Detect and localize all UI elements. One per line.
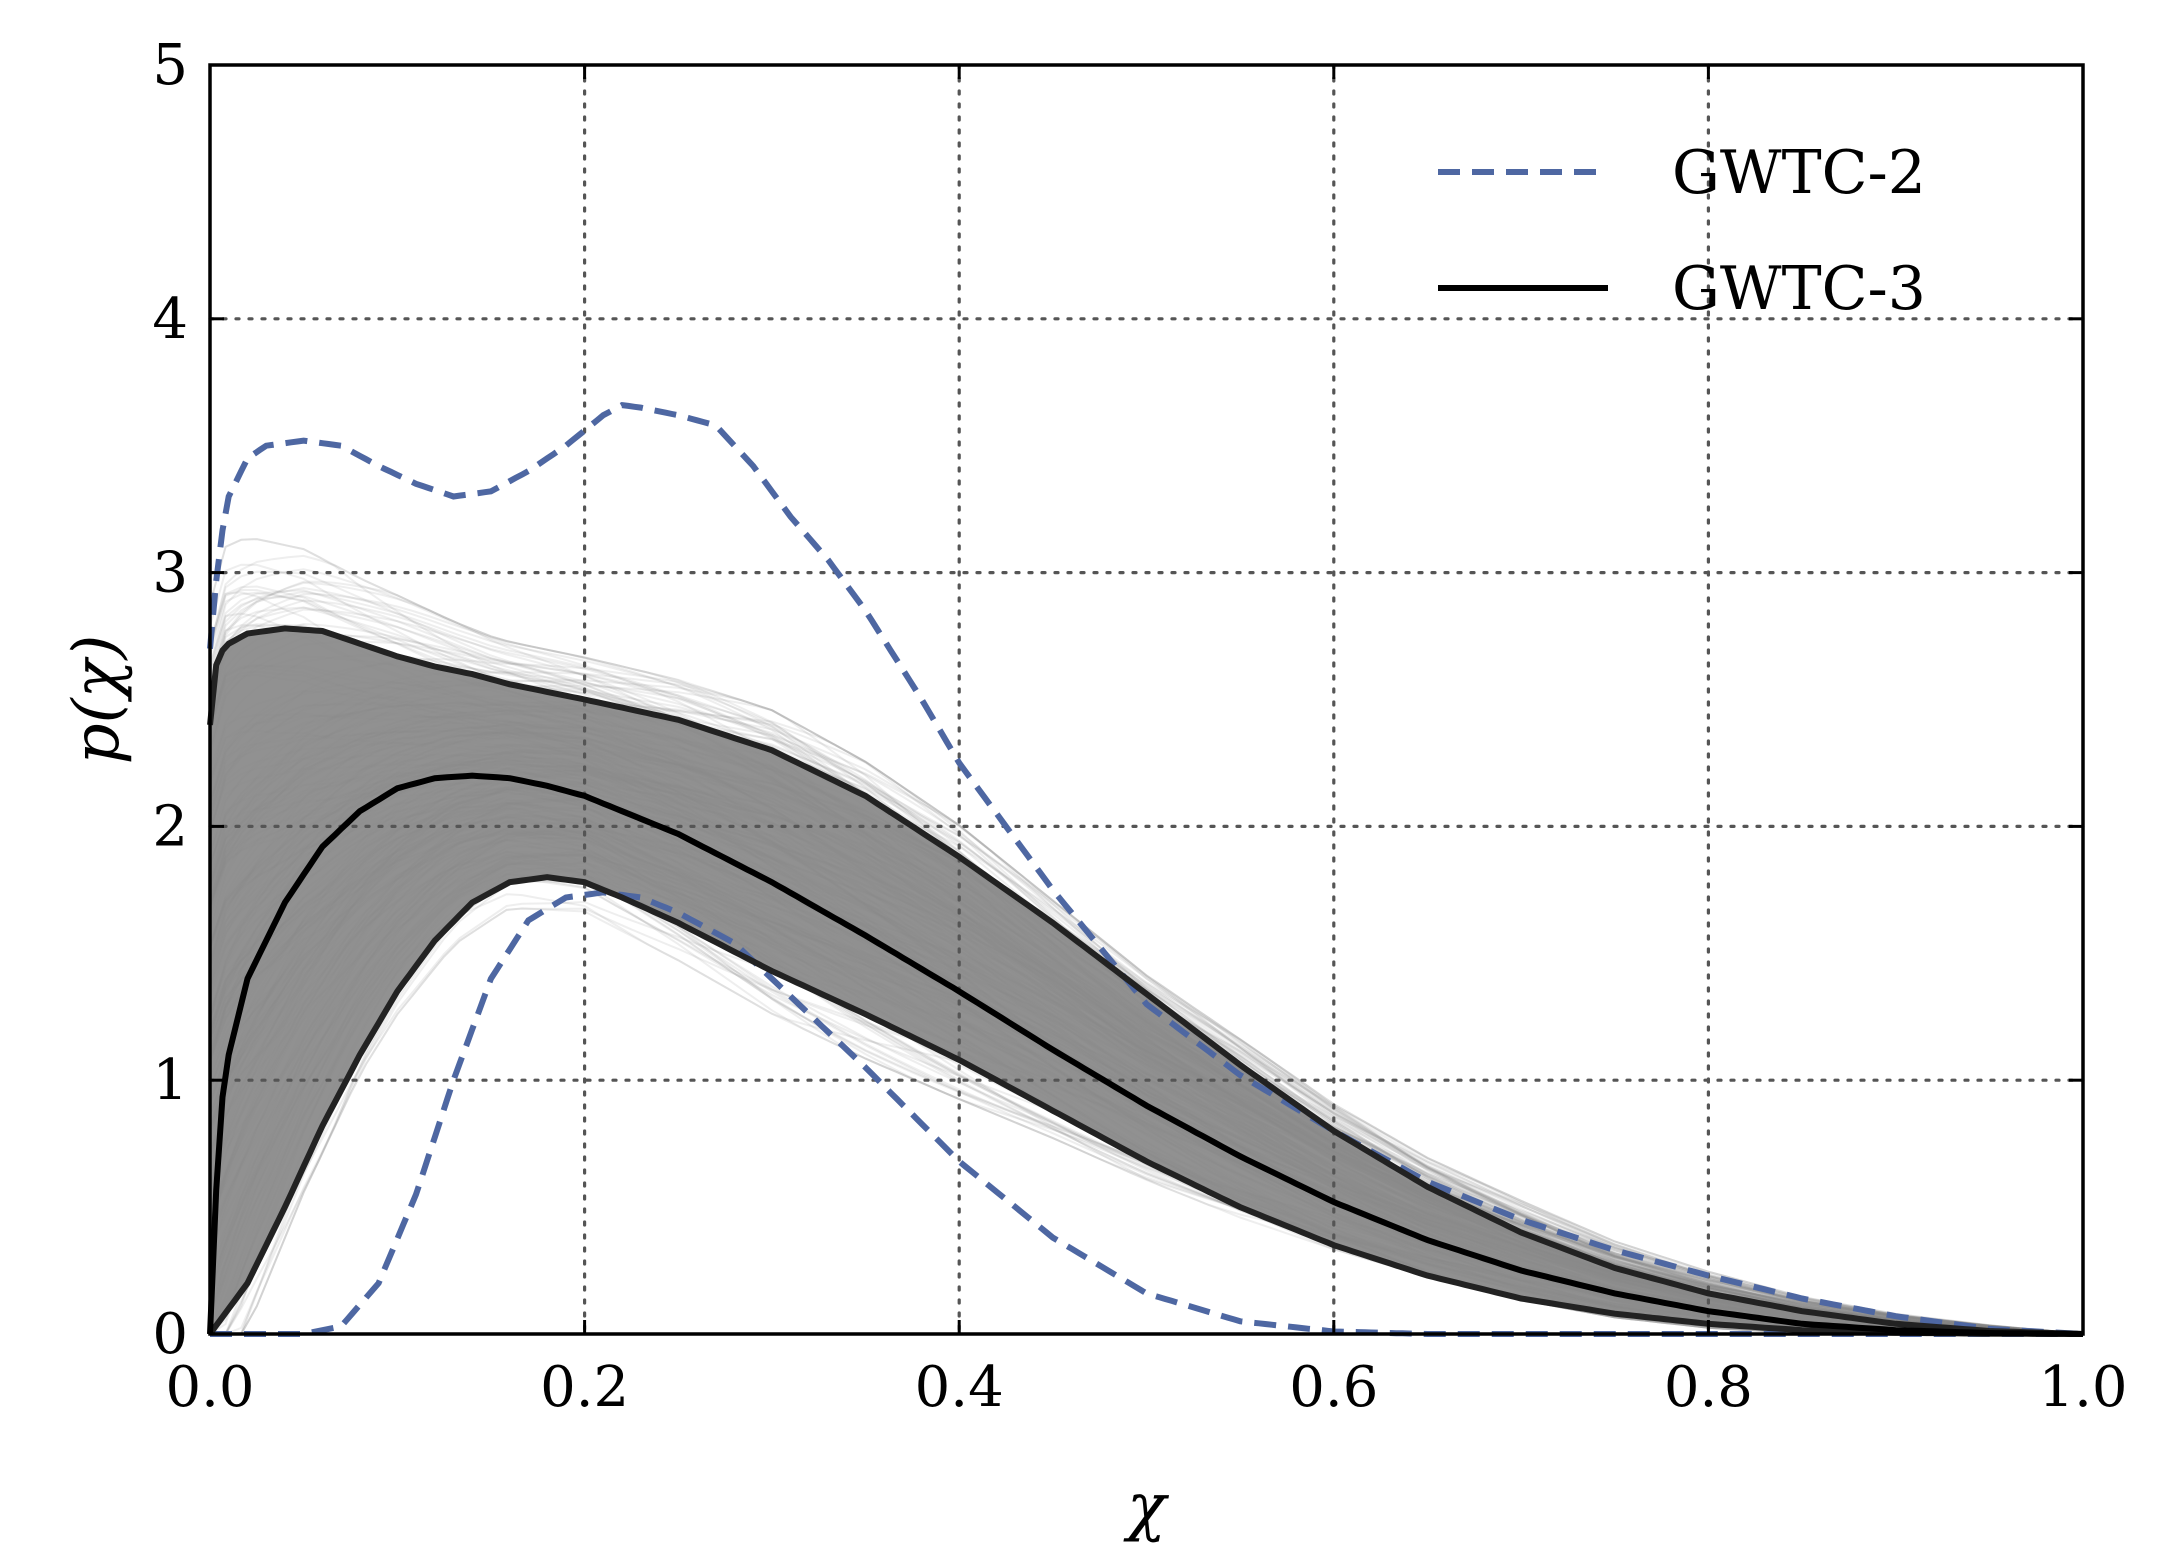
x-tick-label: 0.8 [1664,1355,1753,1420]
x-tick-label: 0.6 [1289,1355,1378,1420]
y-tick-label: 1 [152,1048,188,1113]
grid [208,63,2085,1336]
gwtc3-median-line [207,772,2084,1337]
posterior-band [210,628,2083,1334]
x-tick-label: 0.2 [540,1355,629,1420]
gwtc3-upper-line [207,625,2084,1337]
legend: GWTC-2 GWTC-3 [1438,138,1926,324]
y-tick-label: 2 [152,794,188,859]
y-tick-label: 4 [152,287,188,352]
gwtc3-lower-line [207,874,2083,1337]
tick-labels: 0.0 0.2 0.4 0.6 0.8 1.0 0 1 2 3 4 5 [152,33,2127,1420]
x-tick-label: 0.0 [165,1355,254,1420]
legend-label-gwtc-3: GWTC-3 [1672,254,1926,324]
y-tick-label: 5 [152,33,188,98]
plot-frame [208,63,2085,1336]
y-axis-label: p(χ) [60,635,134,765]
gwtc2-upper-line [207,402,2084,1337]
ticks [208,63,2085,1336]
y-tick-label: 0 [152,1302,188,1367]
legend-label-gwtc-2: GWTC-2 [1672,138,1926,208]
x-tick-label: 1.0 [2038,1355,2127,1420]
y-tick-label: 3 [152,541,188,606]
x-axis-label: χ [1123,1470,1169,1544]
x-tick-label: 0.4 [915,1355,1004,1420]
posterior-draws [209,538,2084,1335]
